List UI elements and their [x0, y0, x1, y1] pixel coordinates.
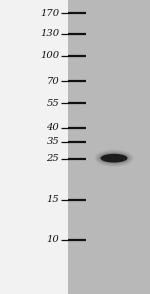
Text: 130: 130: [40, 29, 59, 38]
Ellipse shape: [96, 151, 132, 166]
Text: 100: 100: [40, 51, 59, 60]
Text: 70: 70: [46, 77, 59, 86]
Bar: [68, 0, 150, 294]
Text: 55: 55: [46, 99, 59, 108]
Text: 170: 170: [40, 9, 59, 18]
Text: 35: 35: [46, 137, 59, 146]
Ellipse shape: [100, 154, 127, 163]
Ellipse shape: [97, 152, 131, 165]
Text: 40: 40: [46, 123, 59, 132]
Text: 25: 25: [46, 154, 59, 163]
Ellipse shape: [99, 153, 129, 164]
Text: 15: 15: [46, 196, 59, 204]
Text: 10: 10: [46, 235, 59, 244]
